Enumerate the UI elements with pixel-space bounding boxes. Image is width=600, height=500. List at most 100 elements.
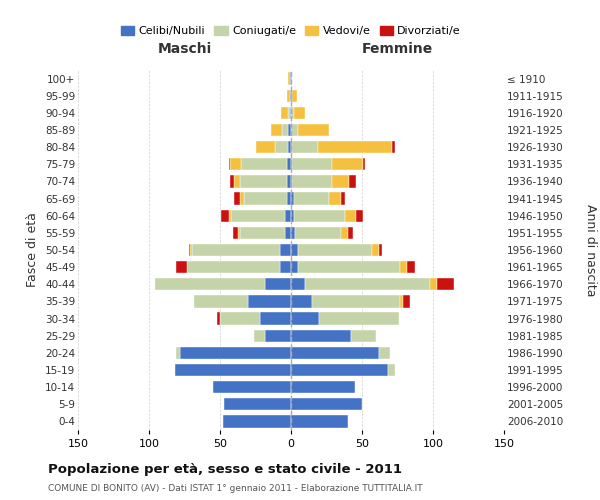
Bar: [240, 226, 286, 239]
Bar: [291, 398, 362, 410]
Bar: [291, 210, 294, 222]
Bar: [294, 192, 329, 204]
Bar: [291, 192, 294, 204]
Bar: [232, 210, 286, 222]
Bar: [223, 416, 291, 428]
Bar: [288, 106, 290, 119]
Y-axis label: Anni di nascita: Anni di nascita: [584, 204, 598, 296]
Bar: [388, 364, 395, 376]
Bar: [298, 124, 329, 136]
Bar: [332, 158, 364, 170]
Bar: [430, 278, 437, 290]
Bar: [287, 176, 291, 188]
Bar: [291, 226, 295, 239]
Text: COMUNE DI BONITO (AV) - Dati ISTAT 1° gennaio 2011 - Elaborazione TUTTITALIA.IT: COMUNE DI BONITO (AV) - Dati ISTAT 1° ge…: [48, 484, 422, 493]
Bar: [224, 398, 291, 410]
Text: Maschi: Maschi: [157, 42, 212, 56]
Bar: [379, 244, 382, 256]
Text: Popolazione per età, sesso e stato civile - 2011: Popolazione per età, sesso e stato civil…: [48, 462, 402, 475]
Bar: [290, 72, 291, 85]
Bar: [292, 158, 332, 170]
Bar: [291, 244, 298, 256]
Bar: [364, 158, 365, 170]
Bar: [286, 210, 291, 222]
Bar: [291, 312, 319, 324]
Bar: [213, 381, 291, 394]
Bar: [318, 141, 392, 154]
Bar: [241, 158, 287, 170]
Bar: [234, 176, 240, 188]
Bar: [234, 192, 240, 204]
Bar: [356, 210, 364, 222]
Bar: [254, 330, 265, 342]
Bar: [291, 381, 355, 394]
Bar: [400, 296, 403, 308]
Legend: Celibi/Nubili, Coniugati/e, Vedovi/e, Divorziati/e: Celibi/Nubili, Coniugati/e, Vedovi/e, Di…: [116, 22, 466, 41]
Bar: [298, 244, 372, 256]
Bar: [275, 141, 288, 154]
Bar: [295, 226, 341, 239]
Bar: [290, 90, 291, 102]
Bar: [348, 226, 353, 239]
Bar: [437, 278, 454, 290]
Bar: [233, 226, 238, 239]
Bar: [287, 158, 291, 170]
Bar: [291, 90, 292, 102]
Y-axis label: Fasce di età: Fasce di età: [26, 212, 40, 288]
Bar: [229, 210, 232, 222]
Text: Femmine: Femmine: [362, 42, 433, 56]
Bar: [294, 106, 305, 119]
Bar: [291, 261, 298, 274]
Bar: [379, 346, 391, 359]
Bar: [291, 330, 350, 342]
Bar: [240, 176, 287, 188]
Bar: [189, 244, 190, 256]
Bar: [372, 244, 379, 256]
Bar: [291, 296, 313, 308]
Bar: [291, 176, 292, 188]
Bar: [294, 210, 345, 222]
Bar: [286, 226, 291, 239]
Bar: [283, 124, 288, 136]
Bar: [291, 364, 388, 376]
Bar: [288, 124, 291, 136]
Bar: [291, 416, 348, 428]
Bar: [291, 158, 292, 170]
Bar: [341, 226, 348, 239]
Bar: [291, 278, 305, 290]
Bar: [280, 261, 291, 274]
Bar: [292, 141, 318, 154]
Bar: [349, 176, 356, 188]
Bar: [341, 192, 345, 204]
Bar: [292, 176, 332, 188]
Bar: [291, 141, 292, 154]
Bar: [298, 261, 400, 274]
Bar: [238, 226, 240, 239]
Bar: [350, 330, 376, 342]
Bar: [271, 124, 283, 136]
Bar: [240, 192, 244, 204]
Bar: [190, 244, 191, 256]
Bar: [265, 278, 291, 290]
Bar: [176, 346, 180, 359]
Bar: [260, 312, 291, 324]
Bar: [280, 244, 291, 256]
Bar: [288, 72, 290, 85]
Bar: [400, 261, 407, 274]
Bar: [319, 312, 399, 324]
Bar: [217, 312, 220, 324]
Bar: [230, 158, 241, 170]
Bar: [229, 158, 230, 170]
Bar: [288, 141, 291, 154]
Bar: [290, 106, 291, 119]
Bar: [407, 261, 415, 274]
Bar: [292, 90, 296, 102]
Bar: [180, 346, 291, 359]
Bar: [291, 72, 292, 85]
Bar: [256, 141, 275, 154]
Bar: [191, 244, 280, 256]
Bar: [281, 106, 288, 119]
Bar: [291, 124, 298, 136]
Bar: [230, 176, 234, 188]
Bar: [176, 261, 187, 274]
